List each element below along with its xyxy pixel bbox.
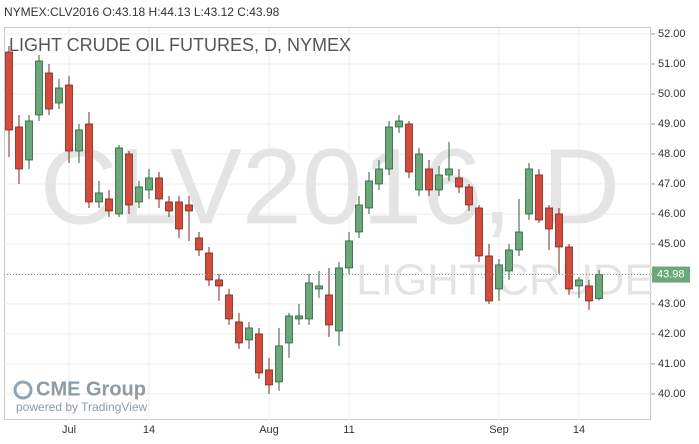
- y-tick-label: 47.00: [658, 178, 686, 190]
- y-tick-label: 46.00: [658, 208, 686, 220]
- candle-body: [315, 285, 323, 290]
- candle-body: [595, 274, 603, 299]
- logo-icon: [13, 380, 33, 400]
- candle-body: [355, 204, 363, 233]
- candle-body: [445, 168, 453, 176]
- x-tick-label: 14: [143, 424, 155, 436]
- watermark: CLV2016, D: [40, 126, 620, 247]
- candle-body: [375, 168, 383, 185]
- y-tick-label: 42.00: [658, 328, 686, 340]
- last-price-box: [652, 266, 690, 283]
- symbol-header: NYMEX:CLV2016 O:43.18 H:44.13 L:43.12 C:…: [4, 5, 280, 19]
- candle-body: [255, 333, 263, 374]
- candle-body: [325, 294, 333, 326]
- candle-body: [395, 120, 403, 128]
- candle-body: [305, 282, 313, 320]
- logo-text: CME Group: [36, 378, 146, 400]
- candle-body: [235, 321, 243, 344]
- candle-body: [285, 315, 293, 344]
- y-tick-label: 43.00: [658, 298, 686, 310]
- candle-body: [295, 315, 303, 320]
- y-tick-label: 52.00: [658, 28, 686, 40]
- candle-body: [455, 177, 463, 188]
- candle-body: [205, 252, 213, 281]
- plot-frame: [4, 27, 651, 420]
- x-tick-label: Sep: [489, 424, 509, 436]
- candle-body: [65, 84, 73, 152]
- x-tick-label: Jul: [62, 424, 76, 436]
- candle-body: [35, 60, 43, 116]
- y-tick-label: 45.00: [658, 238, 686, 250]
- y-tick-label: 51.00: [658, 58, 686, 70]
- cme-logo: CME Group: [13, 378, 146, 400]
- candle-body: [275, 345, 283, 383]
- candle-body: [465, 186, 473, 206]
- candle-body: [405, 123, 413, 173]
- candle-body: [75, 129, 83, 152]
- candle-body: [25, 120, 33, 161]
- candle-body: [385, 126, 393, 170]
- candle-body: [215, 279, 223, 287]
- candle-body: [555, 213, 563, 248]
- credit: powered by TradingView: [16, 400, 148, 414]
- candle-body: [525, 168, 533, 215]
- candle-body: [485, 255, 493, 302]
- y-tick-label: 48.00: [658, 148, 686, 160]
- candle-body: [365, 180, 373, 209]
- x-tick-label: 14: [573, 424, 585, 436]
- candle-body: [505, 249, 513, 272]
- candle-body: [345, 240, 353, 269]
- candle-body: [545, 207, 553, 230]
- candle-body: [415, 153, 423, 191]
- candle-body: [475, 207, 483, 257]
- candle-body: [145, 177, 153, 191]
- candle-body: [105, 198, 113, 212]
- x-tick-label: Aug: [259, 424, 279, 436]
- last-price-label: 43.98: [657, 268, 685, 280]
- y-tick-label: 49.00: [658, 118, 686, 130]
- candle-body: [195, 237, 203, 251]
- candle-body: [185, 204, 193, 212]
- candle-body: [45, 72, 53, 110]
- candle-body: [515, 231, 523, 251]
- candle-body: [265, 369, 273, 386]
- chart-title: LIGHT CRUDE OIL FUTURES, D, NYMEX: [9, 35, 351, 55]
- candle-body: [55, 87, 63, 104]
- watermark-sub: LIGHT CRUDE: [356, 256, 653, 305]
- candle-body: [95, 192, 103, 203]
- y-tick-label: 40.00: [658, 388, 686, 400]
- x-tick-label: 11: [343, 424, 354, 436]
- candle-body: [495, 264, 503, 290]
- candle-body: [245, 327, 253, 341]
- candle-body: [565, 246, 573, 290]
- candle-body: [175, 201, 183, 230]
- candle-body: [585, 285, 593, 302]
- candle-body: [5, 51, 13, 131]
- candle-body: [85, 123, 93, 203]
- candle-body: [125, 153, 133, 206]
- candle-body: [15, 126, 23, 170]
- candle-body: [155, 177, 163, 200]
- candle-body: [225, 294, 233, 320]
- candle-body: [435, 174, 443, 191]
- candle-body: [335, 267, 343, 332]
- candle-body: [135, 186, 143, 203]
- candle-body: [425, 168, 433, 191]
- candle-body: [575, 279, 583, 287]
- y-tick-label: 41.00: [658, 358, 686, 370]
- candle-body: [115, 147, 123, 215]
- candle-body: [535, 174, 543, 221]
- y-tick-label: 50.00: [658, 88, 686, 100]
- candle-body: [165, 201, 173, 212]
